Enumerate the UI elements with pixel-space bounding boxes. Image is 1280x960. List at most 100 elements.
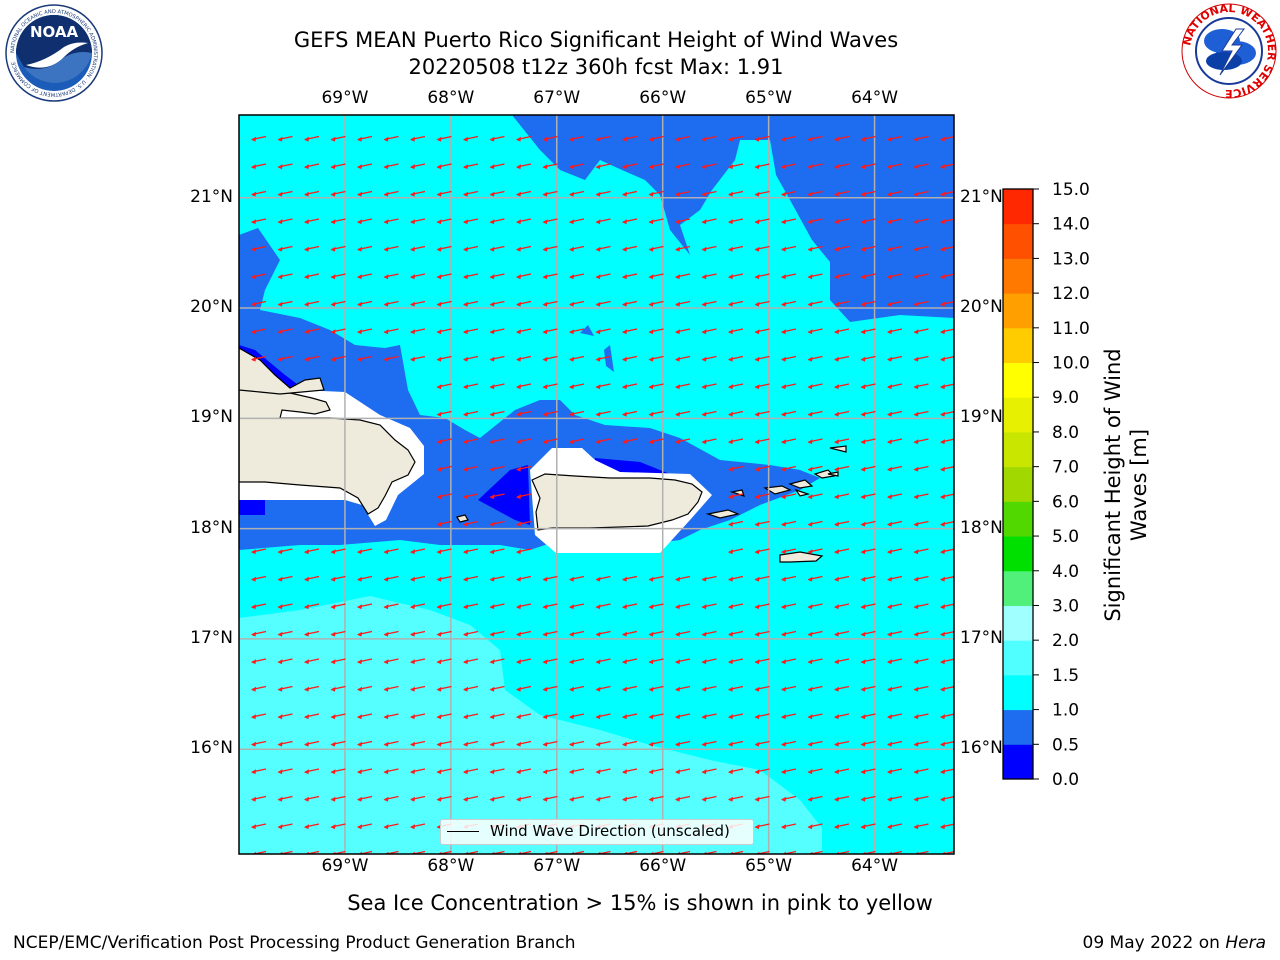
sea-ice-note: Sea Ice Concentration > 15% is shown in … [347,891,933,915]
wave-direction-arrow [330,630,346,637]
wave-direction-arrow [489,465,505,472]
wave-direction-arrow [436,273,452,280]
wave-direction-arrow [860,713,876,720]
wave-direction-arrow [436,795,452,802]
wave-direction-arrow [701,190,717,197]
wave-direction-arrow [913,740,929,747]
wave-direction-arrow [728,300,744,307]
wave-direction-arrow [304,603,320,610]
wave-direction-arrow [436,328,452,335]
wave-direction-arrow [277,603,293,610]
wave-direction-arrow [807,548,823,555]
wave-direction-arrow [648,575,664,582]
wave-direction-arrow [251,823,267,830]
wave-direction-arrow [489,273,505,280]
wave-direction-arrow [251,135,267,142]
wave-direction-arrow [410,135,426,142]
wave-direction-arrow [648,163,664,170]
wave-direction-arrow [807,685,823,692]
wave-direction-arrow [781,548,797,555]
wave-direction-arrow [807,190,823,197]
wave-direction-arrow [622,273,638,280]
wave-direction-arrow [595,795,611,802]
date-value: 09 May 2022 on [1082,933,1220,953]
wave-direction-arrow [304,685,320,692]
wave-direction-arrow [834,548,850,555]
wave-direction-arrow [463,493,479,500]
wave-direction-arrow [330,658,346,665]
wave-direction-arrow [940,768,954,775]
wave-direction-arrow [887,795,903,802]
wave-direction-arrow [383,300,399,307]
wave-direction-arrow [357,190,373,197]
wave-direction-arrow [701,135,717,142]
lon-tick-top: 66°W [639,88,687,108]
wave-direction-arrow [542,190,558,197]
wave-direction-arrow [834,603,850,610]
wave-direction-arrow [330,685,346,692]
wave-direction-arrow [569,575,585,582]
wave-direction-arrow [410,740,426,747]
wave-direction-arrow [410,575,426,582]
wave-direction-arrow [251,575,267,582]
wave-direction-arrow [754,740,770,747]
wave-direction-arrow [675,135,691,142]
wave-direction-arrow [463,218,479,225]
wave-direction-arrow [383,768,399,775]
wave-direction-arrow [542,355,558,362]
wave-direction-arrow [304,190,320,197]
wave-direction-arrow [728,740,744,747]
wave-direction-arrow [304,795,320,802]
wave-direction-arrow [383,355,399,362]
colorbar-segment [1003,605,1033,641]
wave-direction-arrow [940,411,954,417]
wave-direction-arrow [807,493,823,500]
wave-direction-arrow [436,520,452,527]
wave-direction-arrow [622,603,638,610]
wave-direction-arrow [277,328,293,335]
wave-direction-arrow [436,603,452,610]
wave-direction-arrow [940,631,954,637]
wave-direction-arrow [595,630,611,637]
wave-direction-arrow [569,630,585,637]
wave-direction-arrow [887,355,903,362]
wave-direction-arrow [330,740,346,747]
wave-direction-arrow [542,603,558,610]
wave-direction-arrow [675,328,691,335]
wave-direction-arrow [675,713,691,720]
wave-direction-arrow [781,493,797,500]
wave-direction-arrow [410,795,426,802]
wave-direction-arrow [542,328,558,335]
wave-direction-arrow [251,163,267,170]
wave-direction-arrow [330,135,346,142]
wave-direction-arrow [357,823,373,830]
wave-direction-arrow [463,795,479,802]
wave-direction-arrow [754,795,770,802]
wave-direction-arrow [701,438,717,445]
wave-direction-arrow [887,493,903,500]
wave-direction-arrow [754,768,770,775]
wave-direction-arrow [754,190,770,197]
wave-direction-arrow [913,493,929,500]
map-field [239,115,954,854]
wave-direction-arrow [754,823,770,830]
wave-direction-arrow [595,135,611,142]
wave-direction-arrow [807,245,823,252]
wave-direction-arrow [357,135,373,142]
wave-direction-arrow [834,823,850,830]
wave-direction-arrow [516,630,532,637]
wave-direction-arrow [357,740,373,747]
wave-direction-arrow [516,190,532,197]
wave-direction-arrow [940,191,954,197]
wave-direction-arrow [489,245,505,252]
lat-tick-left: 20°N [190,297,233,318]
wave-direction-arrow [887,575,903,582]
wave-direction-arrow [648,218,664,225]
wave-direction-arrow [383,575,399,582]
wave-direction-arrow [860,575,876,582]
wave-direction-arrow [516,685,532,692]
land-puerto-rico [531,473,703,531]
wave-direction-arrow [807,438,823,445]
wave-direction-arrow [542,685,558,692]
wave-direction-arrow [463,410,479,417]
